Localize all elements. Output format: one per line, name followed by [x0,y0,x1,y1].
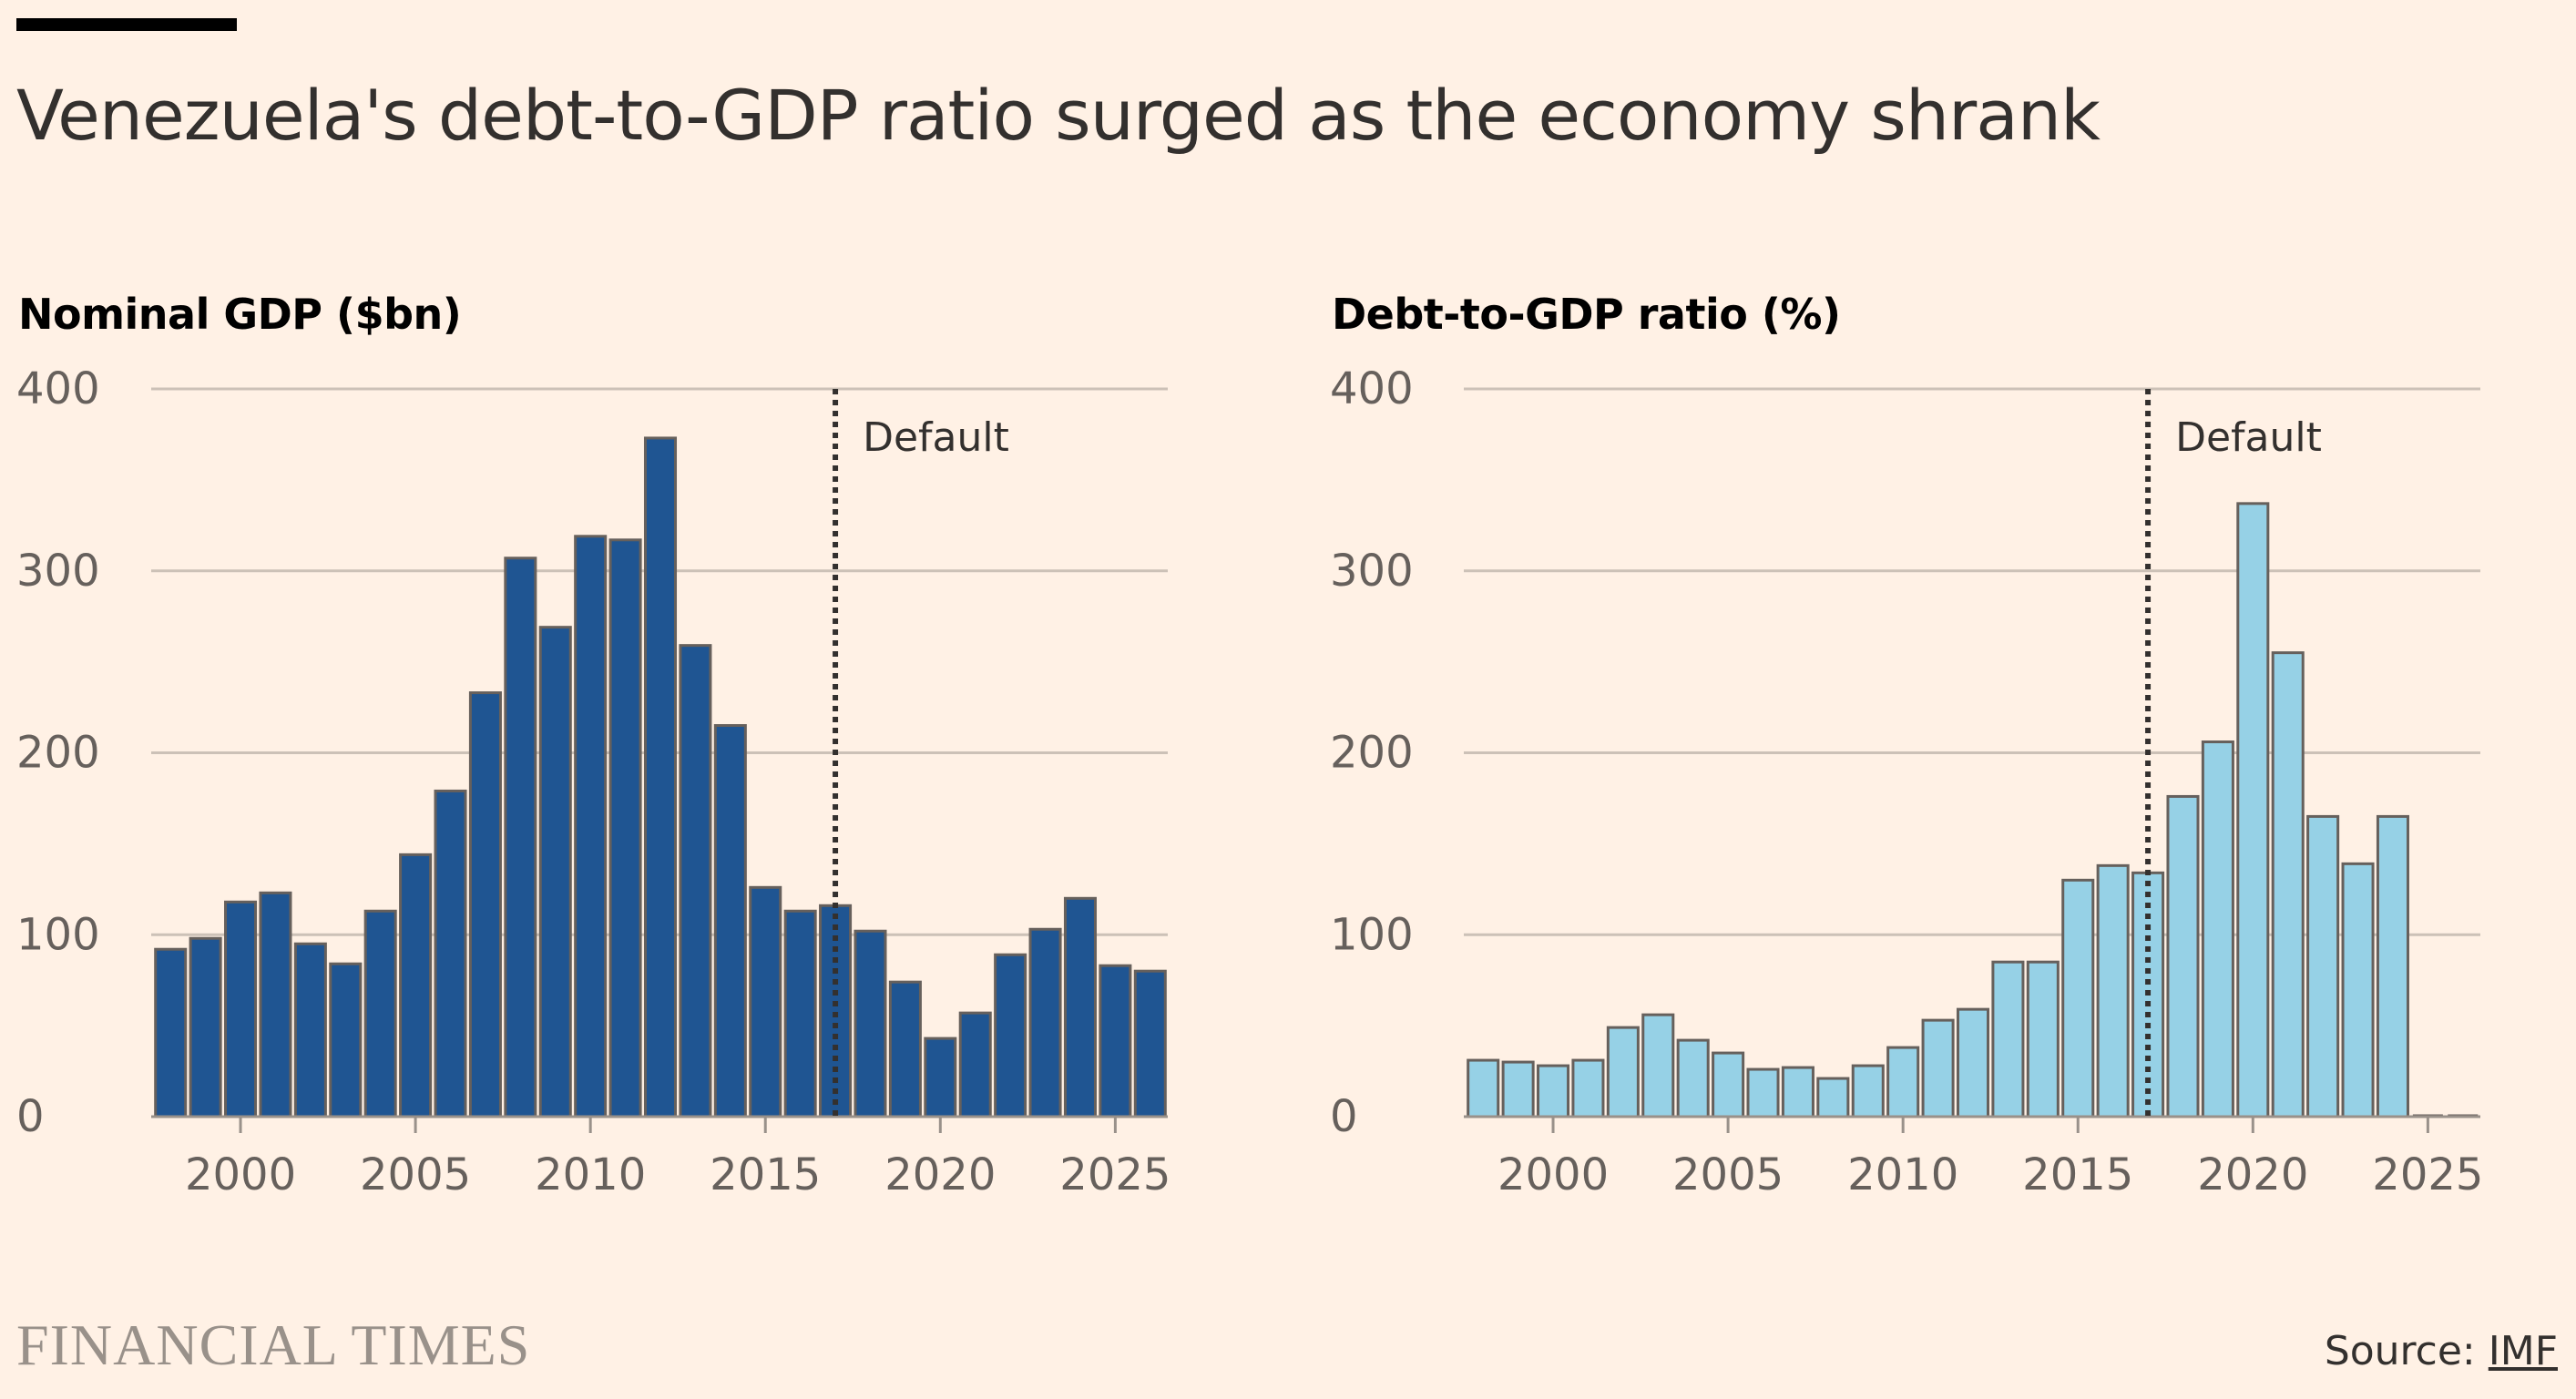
bar-2018 [854,929,887,1118]
bar-2012 [643,436,678,1118]
y-tick-label: 400 [1330,363,1414,414]
x-tick-label: 2010 [535,1149,646,1200]
y-tick-label: 200 [16,728,100,779]
bar-2001 [259,891,292,1118]
y-tick-label: 0 [16,1091,45,1142]
bar-2001 [1571,1058,1605,1118]
x-tick-label: 2015 [710,1149,821,1200]
bar-2012 [1956,1007,1990,1118]
bar-2011 [608,538,642,1118]
bar-2003 [329,962,363,1118]
default-label: Default [863,414,1009,461]
bar-2016 [783,909,817,1118]
bar-2009 [1851,1064,1885,1118]
x-tick-label: 2020 [2197,1149,2308,1200]
bar-2000 [1537,1064,1570,1118]
bar-2002 [1606,1026,1640,1118]
y-tick-label: 400 [16,363,100,414]
bar-2018 [2166,794,2200,1118]
x-tick-label: 2015 [2022,1149,2133,1200]
y-tick-label: 0 [1330,1091,1358,1142]
bar-1999 [189,936,222,1118]
source-prefix: Source: [2324,1328,2489,1374]
bar-2024 [1063,896,1097,1118]
x-tick-label: 2005 [1672,1149,1784,1200]
y-tick-label: 300 [16,546,100,597]
bar-1998 [154,947,188,1118]
chart-title: Venezuela's debt-to-GDP ratio surged as … [16,75,2101,156]
bar-2006 [1746,1067,1780,1118]
x-tick-label: 2020 [884,1149,996,1200]
bar-2000 [224,900,258,1118]
bar-2023 [1028,927,1062,1118]
default-label: Default [2175,414,2322,461]
bar-2006 [434,789,467,1118]
y-tick-label: 200 [1330,728,1414,779]
bar-1999 [1501,1060,1535,1118]
left-chart-title: Nominal GDP ($bn) [18,290,462,339]
source-note: Source: IMF [2325,1328,2558,1374]
ft-logo: FINANCIAL TIMES [16,1312,531,1377]
bar-2010 [574,535,608,1118]
x-tick-label: 2025 [1059,1149,1170,1200]
bar-2015 [2061,878,2095,1118]
bar-2014 [2026,960,2060,1118]
bar-2014 [713,724,747,1118]
bar-2015 [749,885,782,1118]
bar-2022 [2306,814,2340,1118]
bar-2008 [504,557,537,1118]
bar-2020 [924,1036,957,1118]
debt-ratio-chart: 0 100 200 300 400 2000 2005 2010 2015 2020 2025 Def… [1330,363,2483,1200]
y-tick-label: 100 [16,909,100,960]
bar-2022 [994,953,1027,1118]
x-tick-label: 2010 [1847,1149,1958,1200]
bar-2026 [1133,969,1167,1118]
bar-2004 [1676,1038,1710,1118]
y-tick-label: 300 [1330,546,1414,597]
y-tick-label: 100 [1330,909,1414,960]
x-tick-label: 2005 [360,1149,471,1200]
bar-2023 [2341,862,2375,1118]
ft-top-rule [16,18,237,31]
bar-2021 [2271,651,2305,1118]
x-tick-label: 2000 [1498,1149,1609,1200]
x-tick-label: 2025 [2372,1149,2483,1200]
bar-2021 [958,1011,992,1118]
bar-2004 [363,909,397,1118]
bar-2008 [1816,1077,1850,1118]
gdp-chart: 0 100 200 300 400 2000 2005 2010 2015 2020 2025 Def… [16,363,1170,1200]
bar-2005 [1712,1051,1745,1118]
right-chart-title: Debt-to-GDP ratio (%) [1332,290,1841,339]
bar-2025 [1099,964,1132,1118]
bar-2010 [1886,1046,1920,1118]
bar-1998 [1467,1058,1500,1118]
x-tick-label: 2000 [185,1149,296,1200]
bar-2009 [538,626,572,1118]
bar-2016 [2096,863,2130,1118]
bar-2011 [1921,1018,1955,1118]
bar-2019 [2201,740,2234,1118]
bar-2013 [1991,960,2025,1118]
bar-2003 [1641,1013,1675,1118]
bar-2005 [399,853,433,1118]
bar-2013 [679,644,712,1118]
bar-2019 [888,980,922,1118]
bar-2024 [2376,814,2409,1118]
bar-2007 [1781,1066,1814,1118]
source-link[interactable]: IMF [2488,1328,2558,1374]
bar-2007 [468,691,502,1118]
bar-2002 [293,942,327,1118]
bar-2020 [2236,502,2270,1118]
